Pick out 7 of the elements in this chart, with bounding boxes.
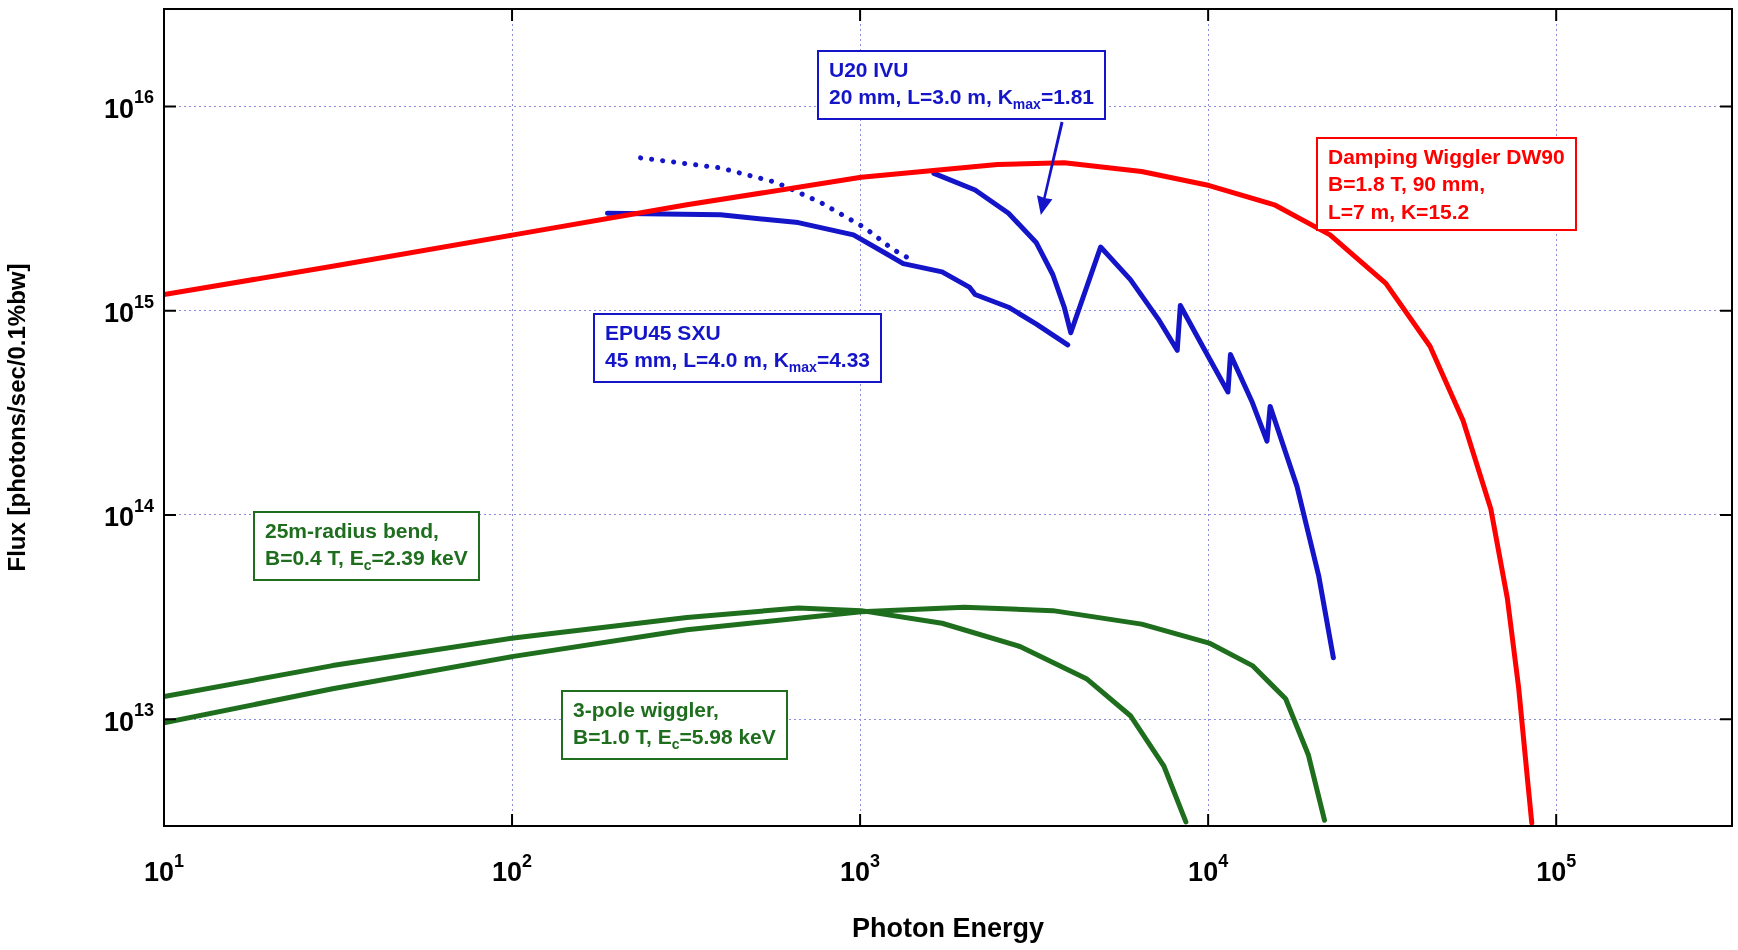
series-label: Damping Wiggler DW90 B=1.8 T, 90 mm, L=7 m, K=15.2 xyxy=(1316,137,1577,231)
text: EPU45 SXU 45 mm, L=4.0 m, K$_{max}$=4.33 xyxy=(593,313,883,383)
y-axis-title: Flux [photons/sec/0.1%bw] xyxy=(3,263,31,572)
text: 25m-radius bend, B=0.4 T, E$_{c}$=2.39 keV xyxy=(253,511,480,581)
text: 3-pole wiggler, B=1.0 T, E$_{c}$=5.98 keV xyxy=(561,690,788,760)
text: U20 IVU 20 mm, L=3.0 m, K$_{max}$=1.81 xyxy=(817,50,1107,120)
x-axis-title: Photon Energy xyxy=(851,913,1045,944)
